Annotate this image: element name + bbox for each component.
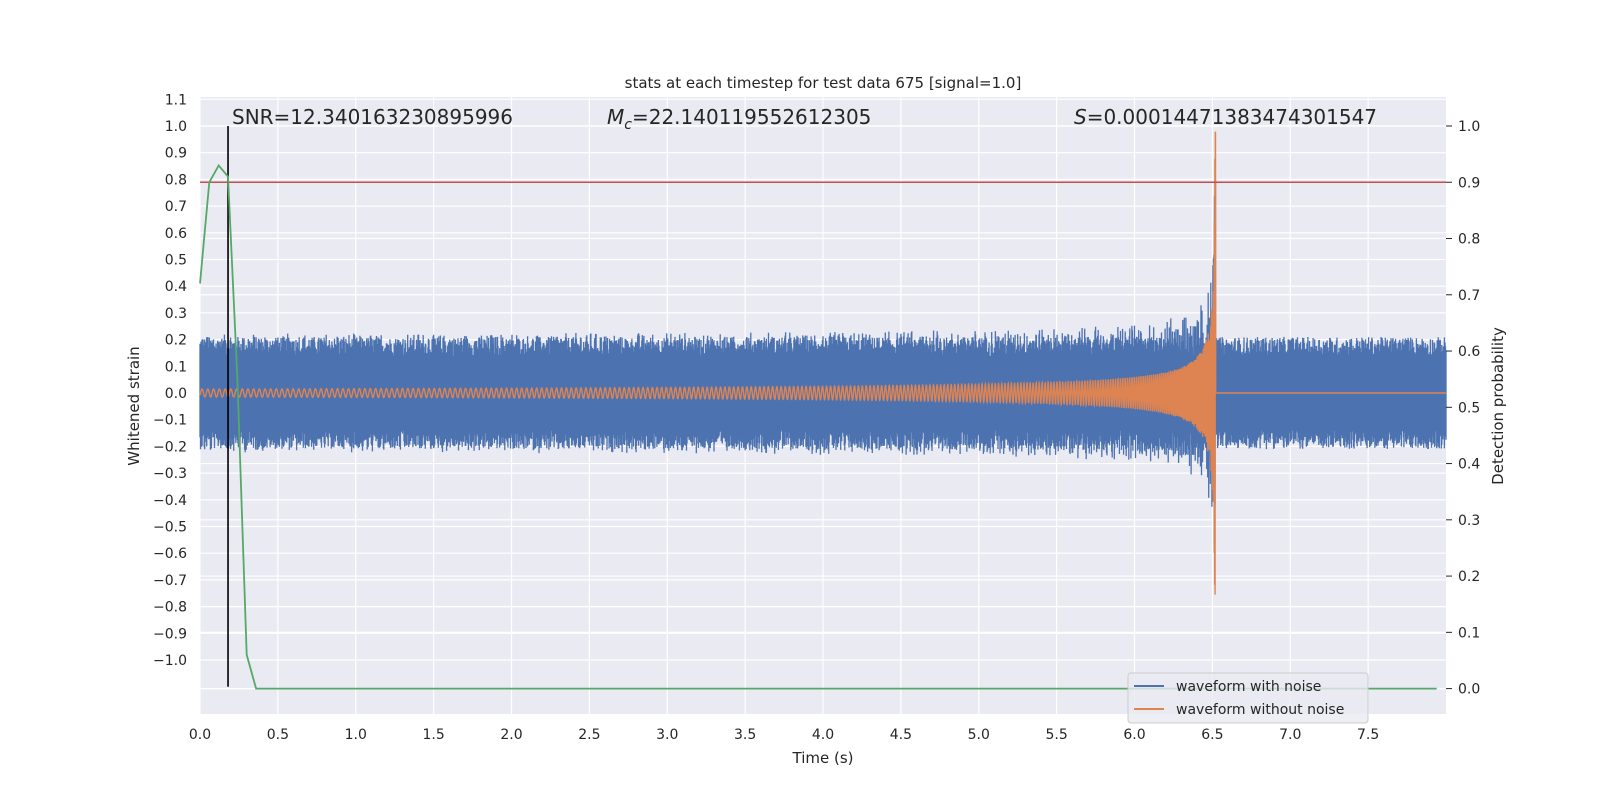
y-right-tick-label: 0.3 xyxy=(1458,513,1480,529)
x-tick-label: 1.5 xyxy=(422,727,444,743)
x-tick-label: 5.0 xyxy=(968,727,990,743)
x-tick-label: 6.0 xyxy=(1123,727,1145,743)
s-value: =0.00014471383474301547 xyxy=(1087,105,1377,129)
series-waveform-without-noise xyxy=(199,131,1446,595)
y-right-tick-label: 0.2 xyxy=(1458,569,1480,585)
chirp-mass-symbol: M xyxy=(607,105,624,129)
chart-title: stats at each timestep for test data 675… xyxy=(625,74,1022,92)
y-right-tick-label: 0.4 xyxy=(1458,457,1480,473)
y-left-tick-label: 0.9 xyxy=(165,146,187,162)
tick-labels: 0.0 0.5 1.0 1.5 2.0 2.5 3.0 3.5 4.0 4.5 5.0 5.5 6.0 6… xyxy=(153,92,1480,743)
y-left-tick-label: 0.4 xyxy=(165,279,187,295)
y-left-tick-label: −0.2 xyxy=(153,439,187,455)
y-left-tick-label: 0.7 xyxy=(165,199,187,215)
y-left-tick-label: −0.9 xyxy=(153,626,187,642)
y-right-tick-label: 0.7 xyxy=(1458,288,1480,304)
detection-probability-line xyxy=(199,163,1437,690)
y-left-tick-label: −1.0 xyxy=(153,653,187,669)
y-left-tick-label: 0.1 xyxy=(165,359,187,375)
snr-annotation: SNR=12.340163230895996 xyxy=(232,105,513,129)
y-left-tick-label: −0.8 xyxy=(153,600,187,616)
y-right-tick-label: 0.6 xyxy=(1458,344,1480,360)
chirp-mass-annotation: Mc=22.140119552612305 xyxy=(607,105,871,133)
y-left-tick-label: 0.0 xyxy=(165,386,187,402)
legend-box xyxy=(1127,672,1369,724)
x-tick-label: 6.5 xyxy=(1201,727,1223,743)
x-tick-label: 1.0 xyxy=(345,727,367,743)
series-detection-probability xyxy=(199,163,1437,690)
y-left-tick-label: −0.7 xyxy=(153,573,187,589)
s-symbol: S xyxy=(1074,105,1087,129)
legend-label-noise: waveform with noise xyxy=(1176,679,1321,695)
x-tick-label: 3.0 xyxy=(656,727,678,743)
s-annotation: S=0.00014471383474301547 xyxy=(1074,105,1377,129)
y-axis-label-left: Whitened strain xyxy=(125,346,143,465)
y-left-tick-label: 0.2 xyxy=(165,333,187,349)
y-left-tick-label: 1.1 xyxy=(165,92,187,108)
legend: waveform with noise waveform without noi… xyxy=(1127,672,1369,724)
x-tick-label: 7.0 xyxy=(1279,727,1301,743)
y-left-tick-label: −0.3 xyxy=(153,466,187,482)
y-right-tick-label: 1.0 xyxy=(1458,119,1480,135)
x-tick-label: 3.5 xyxy=(734,727,756,743)
x-tick-label: 0.0 xyxy=(189,727,211,743)
y-axis-label-right: Detection probability xyxy=(1489,327,1507,485)
y-left-tick-label: 0.6 xyxy=(165,226,187,242)
y-right-tick-label: 0.9 xyxy=(1458,175,1480,191)
chirp-mass-value: =22.140119552612305 xyxy=(632,105,871,129)
x-tick-label: 5.5 xyxy=(1045,727,1067,743)
x-axis-label: Time (s) xyxy=(792,749,854,767)
y-left-tick-label: −0.1 xyxy=(153,413,187,429)
x-tick-label: 2.5 xyxy=(578,727,600,743)
y-left-tick-label: −0.6 xyxy=(153,546,187,562)
y-left-tick-label: 0.8 xyxy=(165,172,187,188)
y-left-tick-label: −0.5 xyxy=(153,520,187,536)
x-tick-label: 0.5 xyxy=(267,727,289,743)
x-tick-label: 4.5 xyxy=(890,727,912,743)
y-left-tick-label: 1.0 xyxy=(165,119,187,135)
x-tick-label: 7.5 xyxy=(1357,727,1379,743)
y-right-tick-label: 0.0 xyxy=(1458,682,1480,698)
chirp-mass-subscript: c xyxy=(624,117,632,133)
reference-lines xyxy=(200,126,1446,687)
legend-label-clean: waveform without noise xyxy=(1176,702,1344,718)
y-right-tick-label: 0.5 xyxy=(1458,400,1480,416)
clean-waveform-line xyxy=(199,131,1446,595)
y-left-tick-label: −0.4 xyxy=(153,493,187,509)
y-left-tick-label: 0.3 xyxy=(165,306,187,322)
x-tick-label: 2.0 xyxy=(500,727,522,743)
y-right-tick-label: 0.8 xyxy=(1458,232,1480,248)
y-right-tick-label: 0.1 xyxy=(1458,625,1480,641)
y-left-tick-label: 0.5 xyxy=(165,253,187,269)
x-tick-label: 4.0 xyxy=(812,727,834,743)
